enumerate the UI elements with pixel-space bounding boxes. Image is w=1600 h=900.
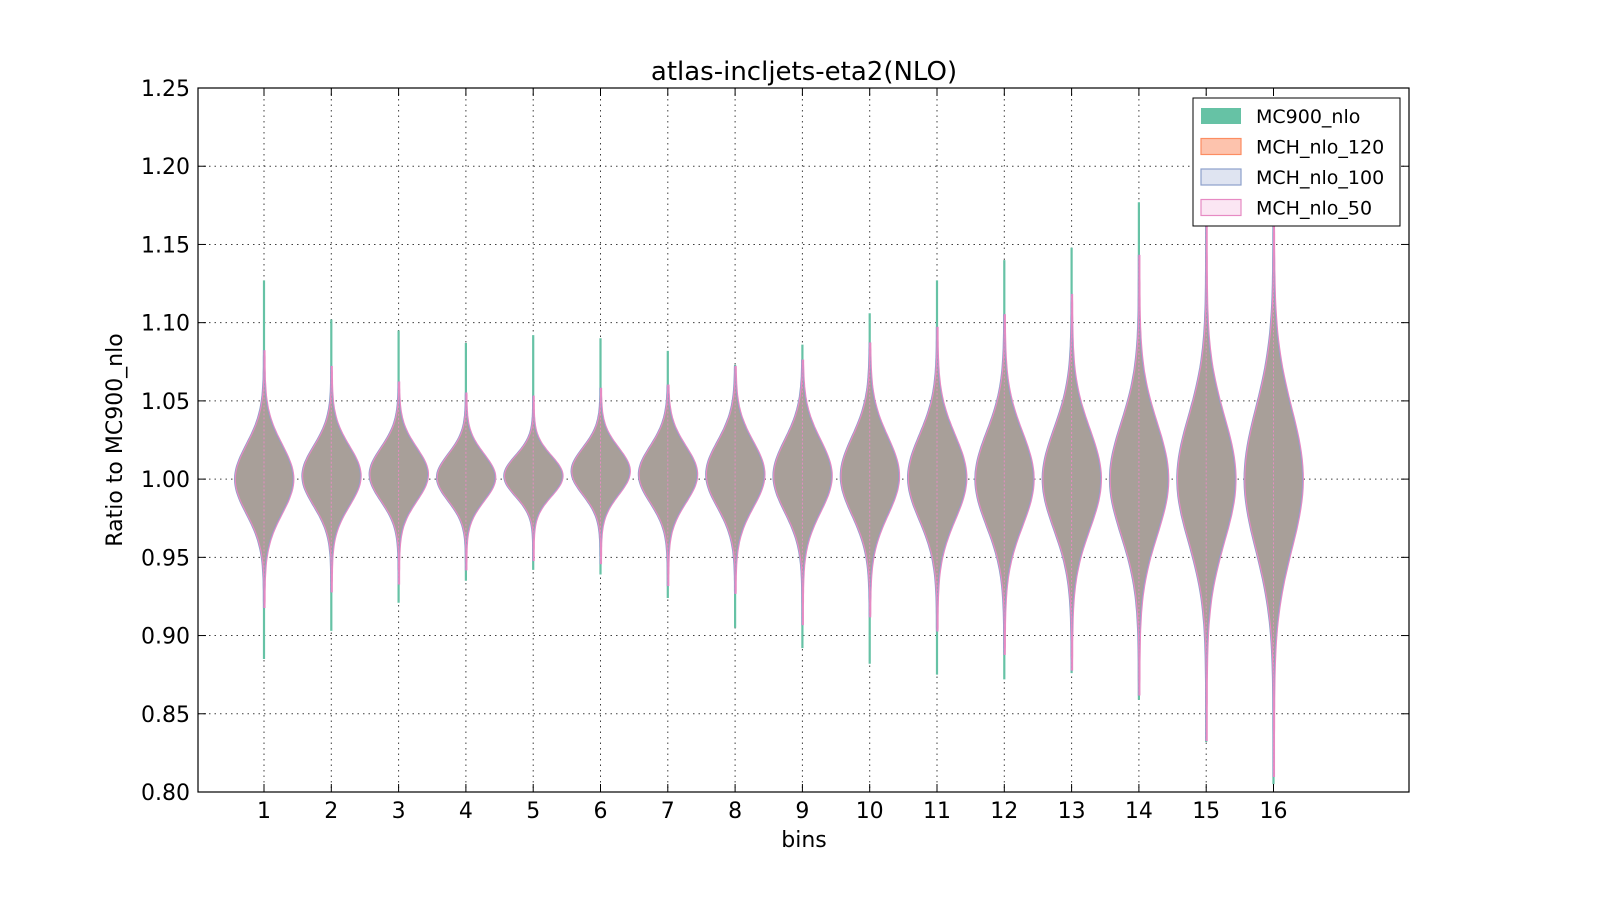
legend-swatch bbox=[1201, 108, 1241, 124]
y-tick-label: 1.25 bbox=[141, 77, 190, 102]
violin-mch-nlo-50 bbox=[975, 314, 1035, 655]
y-tick-label: 0.85 bbox=[141, 703, 190, 728]
y-tick-label: 1.10 bbox=[141, 312, 190, 337]
x-tick-label: 14 bbox=[1125, 799, 1153, 824]
y-tick-label: 1.05 bbox=[141, 390, 190, 415]
y-tick-label: 0.95 bbox=[141, 546, 190, 571]
x-tick-label: 2 bbox=[324, 799, 338, 824]
violin-mch-nlo-100 bbox=[907, 326, 967, 632]
legend-swatch bbox=[1200, 198, 1242, 217]
x-tick-label: 10 bbox=[856, 799, 884, 824]
violin-mch-nlo-50 bbox=[840, 342, 901, 618]
chart-title: atlas-incljets-eta2(NLO) bbox=[651, 57, 957, 87]
violin-mch-nlo-100 bbox=[1108, 254, 1169, 696]
x-tick-label: 15 bbox=[1192, 799, 1220, 824]
x-tick-label: 7 bbox=[661, 799, 675, 824]
y-tick-label: 0.90 bbox=[141, 625, 190, 650]
violin-mch-nlo-50 bbox=[638, 384, 699, 587]
violin-mch-nlo-50 bbox=[1109, 254, 1170, 696]
violin-mch-nlo-50 bbox=[907, 326, 968, 632]
legend-swatch bbox=[1200, 137, 1242, 156]
legend-swatch bbox=[1200, 168, 1242, 186]
plot-frame bbox=[197, 87, 1410, 793]
x-tick-label: 6 bbox=[594, 799, 608, 824]
x-tick-label: 3 bbox=[392, 799, 406, 824]
legend-label: MCH_nlo_100 bbox=[1256, 167, 1384, 189]
x-tick-label: 12 bbox=[990, 799, 1018, 824]
x-tick-label: 1 bbox=[257, 799, 271, 824]
legend-label: MCH_nlo_50 bbox=[1256, 198, 1372, 220]
x-tick-label: 13 bbox=[1058, 799, 1086, 824]
x-tick-label: 4 bbox=[459, 799, 473, 824]
legend-label: MC900_nlo bbox=[1256, 106, 1360, 128]
legend: MC900_nlo MCH_nlo_120 MCH_nlo_100 MCH_nlo_5… bbox=[1192, 97, 1401, 227]
violin-mch-nlo-50 bbox=[773, 359, 833, 626]
violin-mch-nlo-50 bbox=[571, 387, 631, 565]
legend-label: MCH_nlo_120 bbox=[1256, 137, 1384, 159]
y-axis-title: Ratio to MC900_nlo bbox=[103, 333, 128, 546]
violins bbox=[233, 197, 1304, 785]
y-tick-label: 1.15 bbox=[141, 233, 190, 258]
y-tick-label: 1.00 bbox=[141, 468, 190, 493]
violin-mch-nlo-50 bbox=[369, 381, 430, 585]
y-axis-ticks: 0.80 0.85 0.90 0.95 1.00 1.05 1.10 1.15 1.20 1.25 bbox=[141, 77, 1409, 806]
y-tick-label: 0.80 bbox=[141, 781, 190, 806]
x-tick-label: 5 bbox=[526, 799, 540, 824]
violin-mch-nlo-50 bbox=[705, 365, 766, 594]
x-tick-label: 11 bbox=[923, 799, 951, 824]
violin-mch-nlo-50 bbox=[1042, 293, 1103, 671]
x-tick-label: 16 bbox=[1260, 799, 1288, 824]
x-axis-ticks: 1 2 3 4 5 6 7 8 9 10 11 12 13 14 15 16 bbox=[257, 88, 1288, 824]
violin-mch-nlo-100 bbox=[1041, 293, 1102, 671]
x-tick-label: 8 bbox=[728, 799, 742, 824]
violin-mch-nlo-50 bbox=[234, 350, 295, 608]
x-axis-title: bins bbox=[781, 828, 826, 853]
y-tick-label: 1.20 bbox=[141, 155, 190, 180]
x-tick-label: 9 bbox=[795, 799, 809, 824]
